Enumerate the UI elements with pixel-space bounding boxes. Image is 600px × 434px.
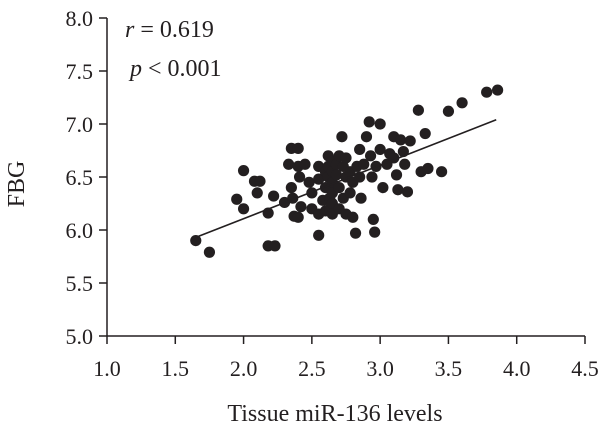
x-axis-title: Tissue miR-136 levels xyxy=(227,401,442,427)
data-point xyxy=(442,105,455,117)
data-point xyxy=(349,227,362,239)
data-point xyxy=(269,240,281,252)
data-points xyxy=(190,84,504,258)
data-point xyxy=(481,86,493,98)
data-point xyxy=(340,152,352,164)
x-tick-label: 3.0 xyxy=(366,356,394,381)
data-point xyxy=(268,190,280,202)
data-point xyxy=(313,173,325,185)
data-point xyxy=(293,171,306,183)
y-tick-label: 5.0 xyxy=(66,324,94,349)
data-point xyxy=(456,97,468,109)
data-point xyxy=(333,182,345,194)
x-tick-label: 1.0 xyxy=(93,356,121,381)
p-value-annotation: p < 0.001 xyxy=(128,56,222,82)
data-point xyxy=(254,175,266,187)
data-point xyxy=(251,187,263,199)
data-point xyxy=(360,131,373,143)
ticks: 1.0 1.5 2.0 2.5 3.0 3.5 4.0 4.5 5.0 5.5 6.0 6.5 7.0 7… xyxy=(66,6,599,381)
data-point xyxy=(364,150,377,162)
data-point xyxy=(390,169,403,181)
y-tick-label: 7.0 xyxy=(66,112,94,137)
data-point xyxy=(354,143,366,156)
x-tick-label: 4.5 xyxy=(571,356,599,381)
data-point xyxy=(367,213,379,225)
data-point xyxy=(395,134,407,146)
r-value: = 0.619 xyxy=(134,17,214,43)
x-tick-label: 3.5 xyxy=(435,356,463,381)
data-point xyxy=(363,116,375,128)
data-point xyxy=(203,246,216,258)
data-point xyxy=(436,166,448,178)
data-point xyxy=(330,169,343,181)
data-point xyxy=(285,182,297,194)
data-point xyxy=(347,211,359,223)
data-point xyxy=(358,158,370,170)
data-point xyxy=(412,104,424,116)
data-point xyxy=(313,229,325,241)
data-point xyxy=(303,176,315,188)
y-tick-label: 8.0 xyxy=(66,6,94,31)
data-point xyxy=(369,226,381,238)
data-point xyxy=(404,135,416,147)
y-tick-label: 5.5 xyxy=(66,271,94,296)
r-symbol: r xyxy=(125,17,135,43)
correlation-annotation: r = 0.619 xyxy=(125,17,214,43)
data-point xyxy=(295,201,307,213)
data-point xyxy=(344,187,356,199)
y-tick-label: 7.5 xyxy=(66,59,94,84)
data-point xyxy=(231,193,243,205)
x-tick-label: 4.0 xyxy=(503,356,531,381)
p-value: < 0.001 xyxy=(142,56,222,82)
x-tick-label: 2.0 xyxy=(230,356,258,381)
y-tick-label: 6.5 xyxy=(66,165,94,190)
data-point xyxy=(374,118,386,130)
data-point xyxy=(401,186,414,198)
p-symbol: p xyxy=(128,56,142,82)
data-point xyxy=(355,192,367,204)
data-point xyxy=(292,142,304,154)
data-point xyxy=(366,171,378,183)
y-axis-title: FBG xyxy=(4,161,30,208)
data-point xyxy=(377,182,389,194)
data-point xyxy=(422,162,434,175)
data-point xyxy=(419,127,431,140)
data-point xyxy=(336,131,348,143)
data-point xyxy=(392,184,404,196)
data-point xyxy=(283,158,295,170)
regression-line xyxy=(195,119,497,239)
y-tick-label: 6.0 xyxy=(66,218,94,243)
data-point xyxy=(491,84,504,96)
data-point xyxy=(299,158,311,170)
x-tick-label: 1.5 xyxy=(162,356,190,381)
data-point xyxy=(399,158,411,170)
data-point xyxy=(237,165,250,177)
data-point xyxy=(190,235,202,247)
data-point xyxy=(292,211,304,223)
x-tick-label: 2.5 xyxy=(298,356,326,381)
data-point xyxy=(374,143,386,156)
data-point xyxy=(237,203,250,215)
